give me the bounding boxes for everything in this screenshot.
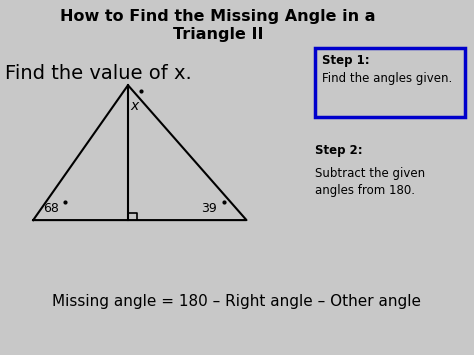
FancyBboxPatch shape [315, 48, 465, 117]
Text: 68: 68 [44, 202, 59, 215]
Text: x: x [130, 99, 138, 113]
Text: Find the value of x.: Find the value of x. [5, 64, 191, 83]
Text: How to Find the Missing Angle in a
Triangle II: How to Find the Missing Angle in a Trian… [60, 9, 376, 43]
Text: 39: 39 [201, 202, 217, 215]
Text: Subtract the given
angles from 180.: Subtract the given angles from 180. [315, 167, 425, 197]
Text: Step 2:: Step 2: [315, 144, 363, 157]
Text: Missing angle = 180 – Right angle – Other angle: Missing angle = 180 – Right angle – Othe… [53, 294, 421, 309]
Text: Find the angles given.: Find the angles given. [322, 72, 453, 85]
Text: Step 1:: Step 1: [322, 54, 370, 67]
